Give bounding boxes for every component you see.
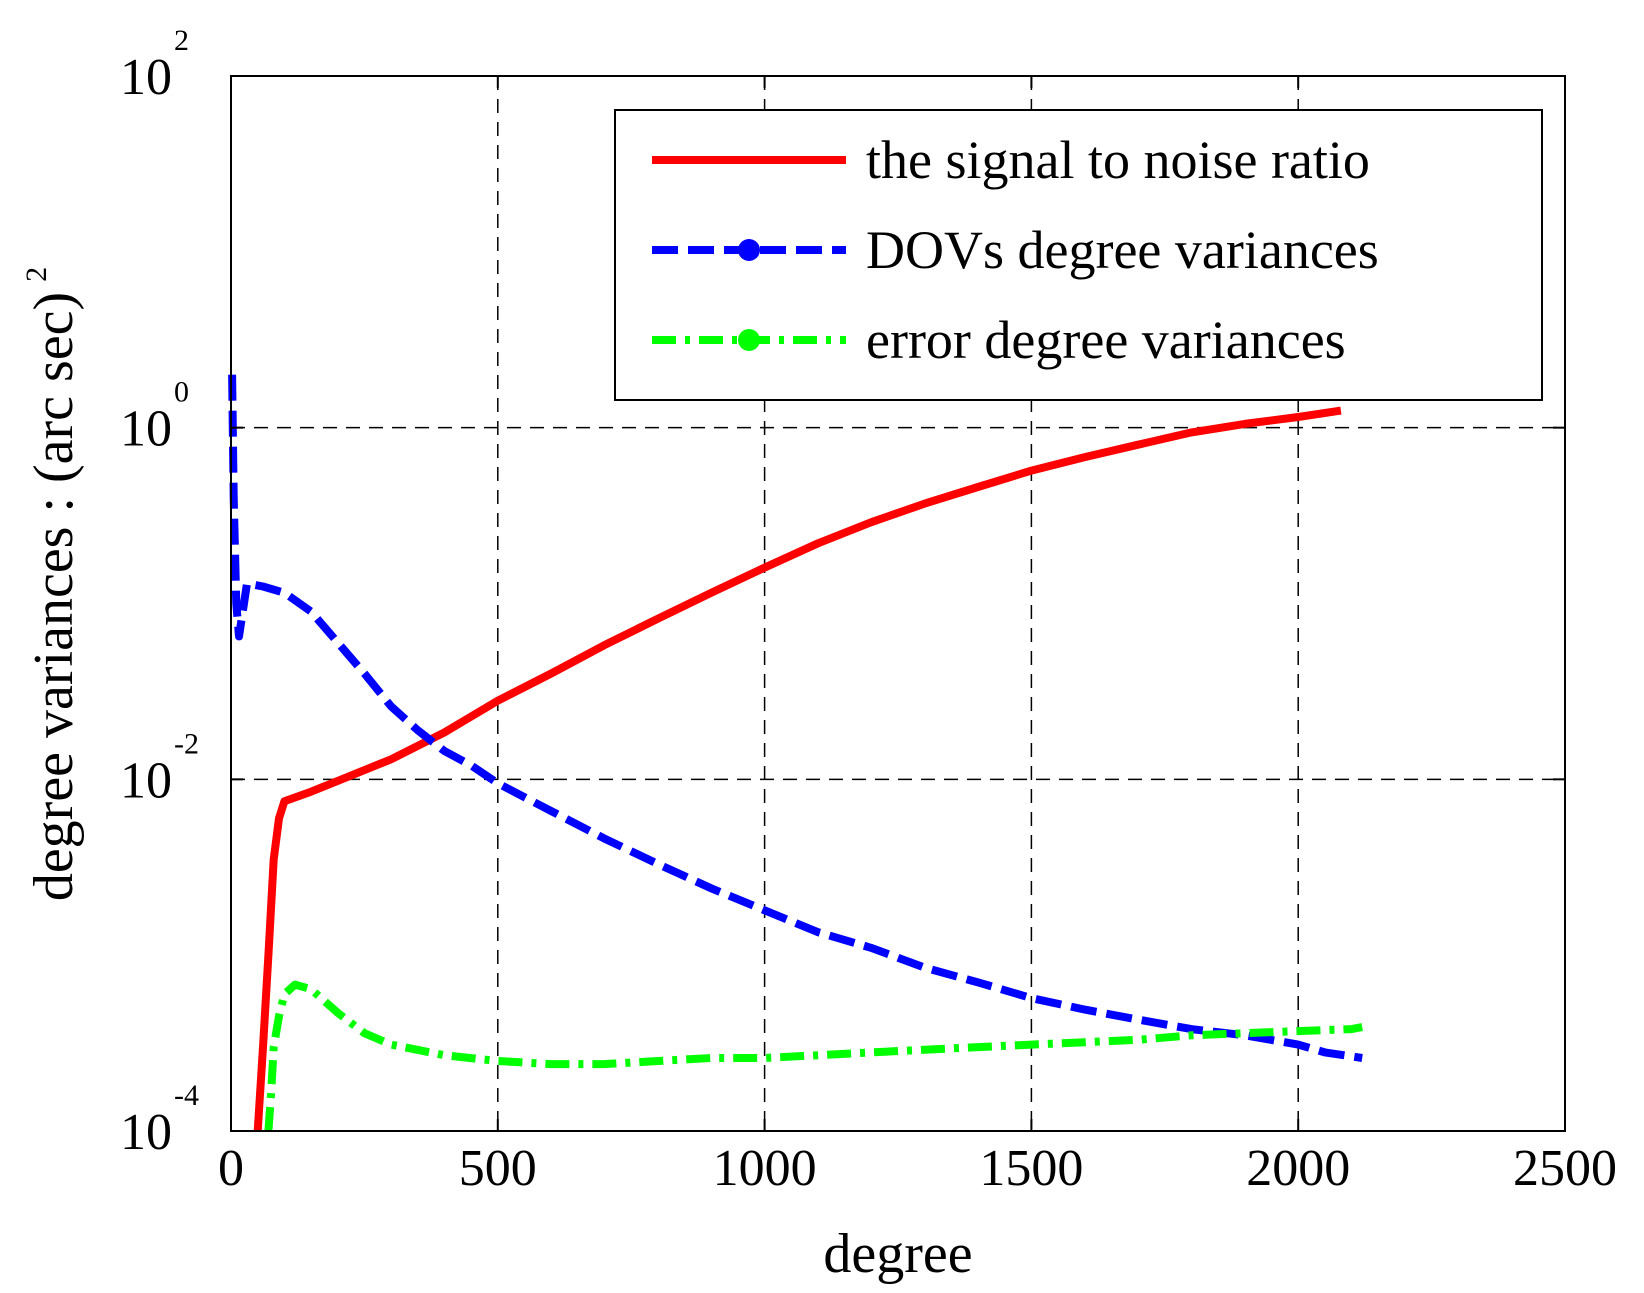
legend-label: DOVs degree variances (866, 220, 1379, 280)
x-tick-label: 500 (459, 1140, 537, 1197)
series-line (253, 406, 1342, 1132)
series-layer (228, 374, 1363, 1132)
x-tick-label: 0 (218, 1140, 244, 1197)
y-tick-label: 10 (120, 752, 172, 809)
x-tick-label: 1000 (713, 1140, 817, 1197)
y-axis-label-text: degree variances : (arc sec) (23, 292, 85, 901)
y-axis-label-exponent: 2 (20, 267, 53, 282)
y-tick-exponent: -4 (174, 1079, 199, 1112)
legend-entries: the signal to noise ratio DOVs degree var… (652, 130, 1379, 370)
legend-marker (738, 239, 760, 261)
legend-marker (738, 329, 760, 351)
y-tick-exponent: -2 (174, 727, 199, 760)
legend-label: error degree variances (866, 310, 1346, 370)
series-line (228, 374, 1363, 1062)
y-tick-exponent: 0 (174, 376, 189, 409)
x-tick-label: 1500 (979, 1140, 1083, 1197)
y-tick-label: 10 (120, 401, 172, 458)
y-tick-label: 10 (120, 49, 172, 106)
y-axis-label-group: degree variances : (arc sec) 2 (20, 267, 85, 901)
axes-frame (230, 75, 1566, 1132)
y-tick-exponent: 2 (174, 24, 189, 57)
x-tick-label: 2500 (1513, 1140, 1617, 1197)
y-axis-label: degree variances : (arc sec) 2 (20, 267, 85, 901)
x-axis-ticks: 0 500 1000 1500 2000 2500 (218, 76, 1617, 1197)
legend-label: the signal to noise ratio (866, 130, 1370, 190)
x-tick-label: 2000 (1246, 1140, 1350, 1197)
x-axis-label: degree (823, 1223, 972, 1285)
y-tick-label: 10 (120, 1104, 172, 1161)
legend: the signal to noise ratio DOVs degree var… (614, 109, 1543, 401)
grid-lines (231, 76, 1565, 1131)
series-line (264, 980, 1363, 1132)
